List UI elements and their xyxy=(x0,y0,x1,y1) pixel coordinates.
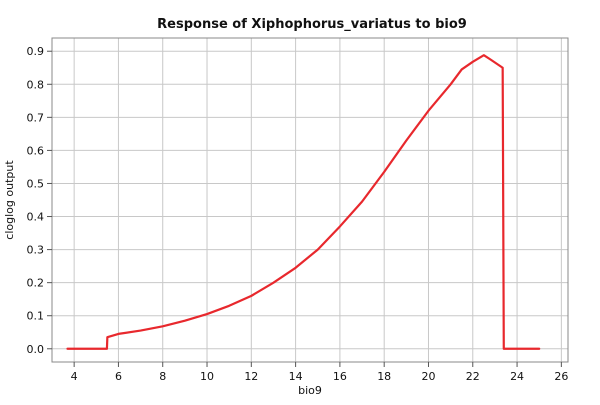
x-tick-label: 8 xyxy=(159,370,166,383)
y-tick-label: 0.3 xyxy=(27,244,45,257)
x-tick-label: 26 xyxy=(554,370,568,383)
x-axis-title: bio9 xyxy=(298,384,322,397)
x-tick-label: 14 xyxy=(289,370,303,383)
y-tick-label: 0.4 xyxy=(27,211,45,224)
gridlines xyxy=(52,38,568,362)
y-tick-label: 0.9 xyxy=(27,45,45,58)
x-tick-label: 10 xyxy=(200,370,214,383)
y-tick-label: 0.6 xyxy=(27,144,45,157)
x-tick-label: 22 xyxy=(466,370,480,383)
y-tick-label: 0.0 xyxy=(27,343,45,356)
y-tick-label: 0.7 xyxy=(27,111,45,124)
y-tick-label: 0.2 xyxy=(27,277,45,290)
y-tick-label: 0.8 xyxy=(27,78,45,91)
x-tick-label: 20 xyxy=(421,370,435,383)
response-curve-line xyxy=(66,54,541,350)
x-tick-label: 18 xyxy=(377,370,391,383)
x-tick-label: 16 xyxy=(333,370,347,383)
x-tick-label: 12 xyxy=(244,370,258,383)
y-axis-title: cloglog output xyxy=(3,160,16,240)
y-tick-label: 0.1 xyxy=(27,310,45,323)
x-tick-label: 24 xyxy=(510,370,524,383)
x-tick-label: 4 xyxy=(71,370,78,383)
axis-ticks: 4 6 8 10 12 14 16 18 20 22 24 26 0.0 0.1 0.2 0.3 0.4 0.5 0… xyxy=(27,45,569,383)
plot-frame xyxy=(51,37,569,363)
chart-title: Response of Xiphophorus_variatus to bio9 xyxy=(157,17,467,32)
y-tick-label: 0.5 xyxy=(27,177,45,190)
series-layer xyxy=(66,54,541,350)
x-tick-label: 6 xyxy=(115,370,122,383)
